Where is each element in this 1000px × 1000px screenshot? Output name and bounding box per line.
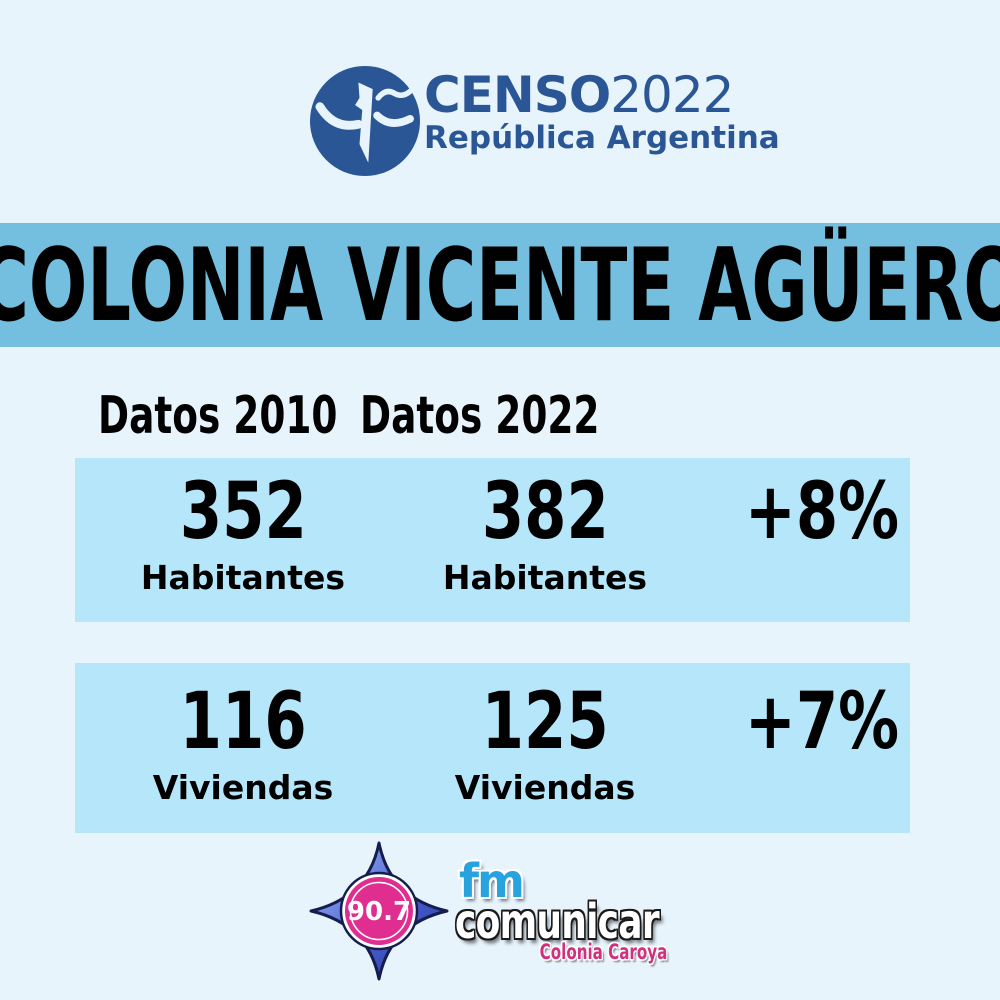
radio-star-icon: 90.7 [309, 841, 449, 981]
label-2010-viviendas: Viviendas [152, 768, 334, 807]
label-2022-habitantes: Habitantes [442, 558, 648, 597]
stat-2010-viviendas: 116 Viviendas [153, 683, 334, 806]
fm-text: fm [459, 854, 525, 908]
censo-wordmark: CENSO2022 [424, 70, 734, 120]
change-value-viviendas: +7% [744, 677, 900, 767]
value-2010-viviendas: 116 [179, 677, 307, 767]
change-value-habitantes: +8% [744, 467, 900, 557]
censo-subtitle: República Argentina [424, 120, 780, 156]
radio-location: Colonia Caroya [539, 940, 667, 964]
censo-2022-logo: CENSO2022 República Argentina [310, 64, 780, 179]
stat-2010-habitantes: 352 Habitantes [141, 473, 345, 596]
stat-panel-viviendas: 116 Viviendas 125 Viviendas +7% [75, 663, 910, 833]
stat-panel-habitantes: 352 Habitantes 382 Habitantes +8% [75, 458, 910, 622]
stat-2022-viviendas: 125 Viviendas [455, 683, 636, 806]
censo-year-text: 2022 [610, 66, 734, 124]
radio-name: comunicar [455, 894, 660, 950]
label-2010-habitantes: Habitantes [140, 558, 346, 597]
value-2022-habitantes: 382 [481, 467, 609, 557]
value-2022-viviendas: 125 [481, 677, 609, 767]
column-header-2022: Datos 2022 [360, 386, 600, 446]
label-2022-viviendas: Viviendas [454, 768, 636, 807]
censo-brand-text: CENSO [424, 66, 611, 124]
column-header-2010: Datos 2010 [98, 386, 338, 446]
change-habitantes: +8% [723, 473, 921, 551]
title-banner: COLONIA VICENTE AGÜERO [0, 223, 1000, 347]
change-viviendas: +7% [723, 683, 921, 761]
radio-frequency: 90.7 [347, 897, 411, 927]
page-title: COLONIA VICENTE AGÜERO [0, 225, 1000, 344]
censo-logo-icon [310, 66, 420, 176]
stat-2022-habitantes: 382 Habitantes [443, 473, 647, 596]
value-2010-habitantes: 352 [179, 467, 307, 557]
